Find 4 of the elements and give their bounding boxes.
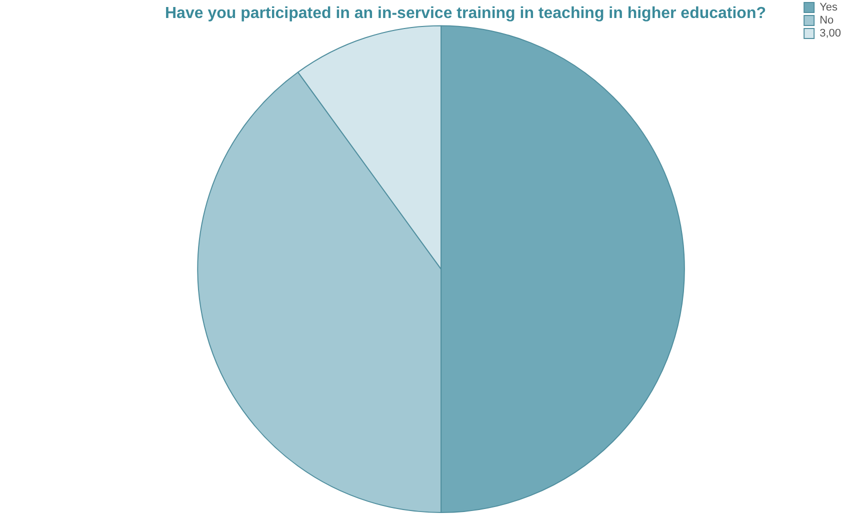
legend-label: Yes bbox=[820, 2, 838, 14]
legend-label: 3,00 bbox=[820, 28, 842, 40]
legend-label: No bbox=[820, 14, 834, 27]
chart-title: Have you participated in an in-service training in teaching in higher education? bbox=[165, 5, 766, 22]
